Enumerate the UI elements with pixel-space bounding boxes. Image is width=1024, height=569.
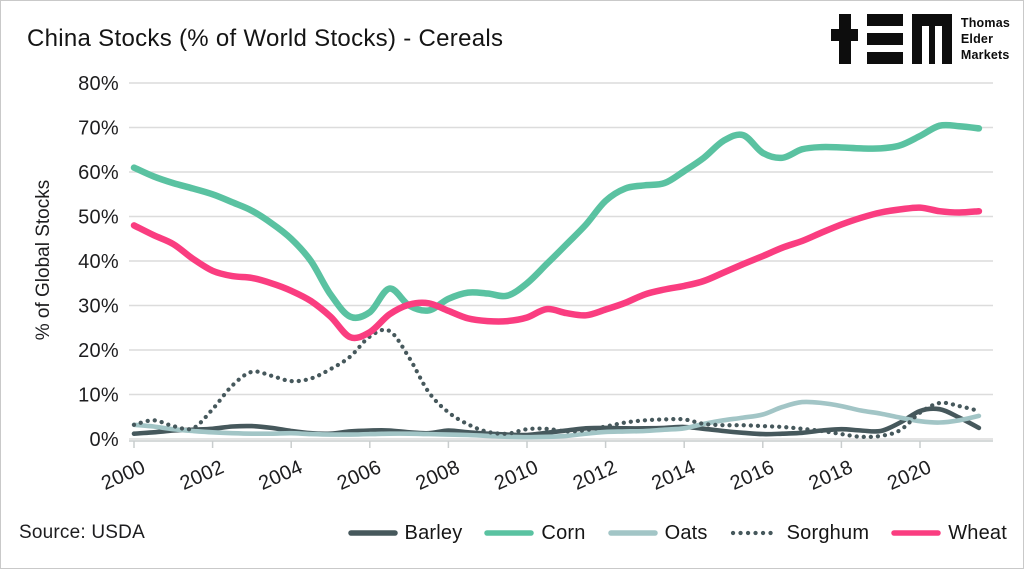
- plus-glyph: [830, 14, 858, 64]
- series-line-sorghum: [131, 327, 981, 440]
- brand-line: Thomas: [960, 16, 1010, 30]
- series-line-wheat: [130, 204, 983, 342]
- y-axis-title: % of Global Stocks: [33, 179, 54, 341]
- x-tick-label: 2018: [806, 456, 857, 495]
- legend-swatch-sorghum: [730, 530, 779, 536]
- legend-label: Sorghum: [786, 521, 870, 544]
- y-tick-label: 40%: [78, 251, 119, 273]
- tem-logo: Thomas Elder Markets: [830, 14, 1010, 64]
- m-glyph: [911, 14, 952, 64]
- chart-title: China Stocks (% of World Stocks) - Cerea…: [27, 25, 504, 52]
- legend-swatch-wheat: [891, 530, 941, 536]
- x-tick-label: 2020: [884, 456, 935, 495]
- y-tick-label: 10%: [78, 385, 119, 407]
- y-tick-label: 0%: [89, 429, 119, 451]
- y-tick-label: 30%: [78, 296, 119, 318]
- brand-line: Elder: [960, 32, 994, 46]
- legend-swatch-barley: [347, 530, 398, 536]
- legend: Barley Corn Oats Sorghum Wheat: [347, 522, 1007, 545]
- source-label: Source: USDA: [19, 522, 145, 543]
- legend-label: Corn: [541, 521, 586, 544]
- y-tick-label: 20%: [78, 340, 119, 362]
- legend-item-barley: Barley: [347, 522, 463, 545]
- legend-swatch-corn: [484, 530, 535, 536]
- y-tick-label: 70%: [78, 118, 119, 140]
- y-tick-label: 60%: [78, 162, 119, 184]
- legend-swatch-oats: [607, 530, 658, 536]
- x-tick-label: 2010: [491, 456, 542, 495]
- y-tick-label: 80%: [78, 73, 119, 95]
- x-tick-label: 2004: [255, 456, 306, 495]
- e-bars-glyph: [866, 14, 903, 64]
- x-tick-label: 2012: [570, 456, 621, 495]
- legend-item-oats: Oats: [607, 522, 708, 545]
- series-line-oats: [131, 399, 982, 440]
- x-tick-label: 2006: [334, 456, 385, 495]
- x-tick-label: 2000: [98, 456, 149, 495]
- legend-item-wheat: Wheat: [890, 522, 1007, 545]
- series-line-barley: [131, 406, 982, 438]
- legend-item-corn: Corn: [483, 522, 585, 545]
- legend-label: Wheat: [948, 521, 1007, 544]
- legend-label: Oats: [664, 521, 708, 544]
- legend-label: Barley: [404, 521, 463, 544]
- brand-text: Thomas Elder Markets: [961, 14, 1010, 64]
- x-tick-label: 2008: [413, 456, 464, 495]
- bottom-row: Source: USDA Barley Corn Oats Sorghum Wheat: [1, 513, 1023, 553]
- brand-line: Markets: [960, 48, 1010, 62]
- x-tick-label: 2014: [648, 456, 699, 495]
- series-line-corn: [130, 121, 983, 322]
- legend-item-sorghum: Sorghum: [729, 522, 870, 545]
- y-tick-label: 50%: [78, 207, 119, 229]
- x-tick-label: 2002: [177, 456, 228, 495]
- x-tick-label: 2016: [727, 456, 778, 495]
